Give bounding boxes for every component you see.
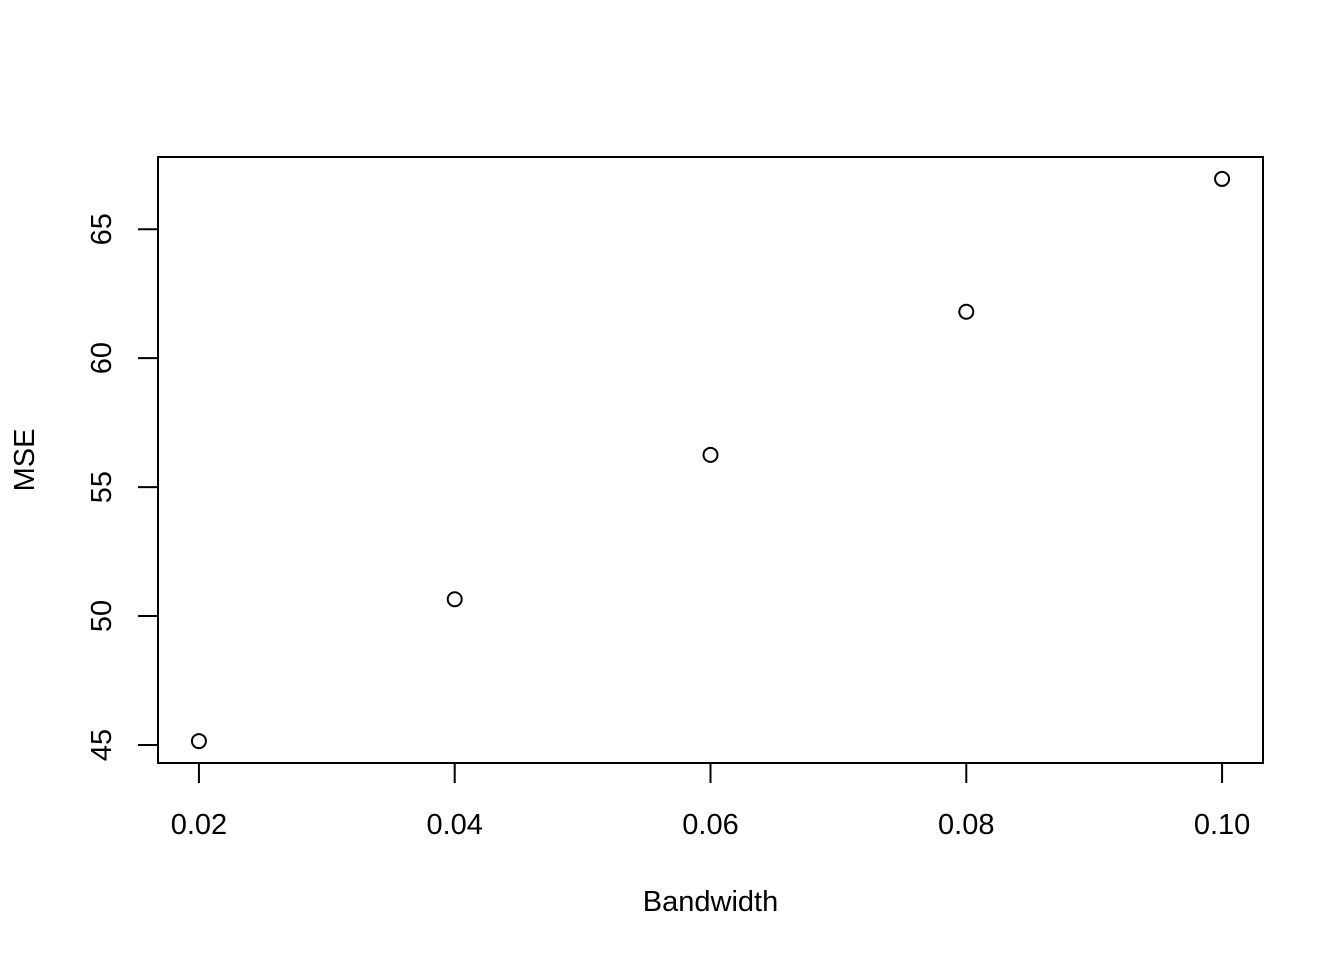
- x-tick-label: 0.06: [682, 809, 738, 841]
- data-points: [190, 170, 1231, 750]
- x-axis-title: Bandwidth: [643, 886, 778, 918]
- data-point: [958, 303, 975, 320]
- y-tick-label: 45: [86, 729, 118, 761]
- x-tick-label: 0.04: [426, 809, 482, 841]
- x-axis: 0.02 0.04 0.06 0.08 0.10: [171, 762, 1250, 841]
- y-axis: 45 50 55 60 65: [86, 213, 159, 761]
- x-tick-label: 0.02: [171, 809, 227, 841]
- y-axis-title: MSE: [9, 429, 41, 492]
- data-point: [446, 591, 463, 608]
- data-point: [1214, 170, 1231, 187]
- y-tick-label: 55: [86, 471, 118, 503]
- y-tick-label: 60: [86, 342, 118, 374]
- data-point: [190, 733, 207, 750]
- x-tick-label: 0.08: [938, 809, 994, 841]
- x-tick-label: 0.10: [1194, 809, 1250, 841]
- y-tick-label: 50: [86, 600, 118, 632]
- y-tick-label: 65: [86, 213, 118, 245]
- data-point: [702, 446, 719, 463]
